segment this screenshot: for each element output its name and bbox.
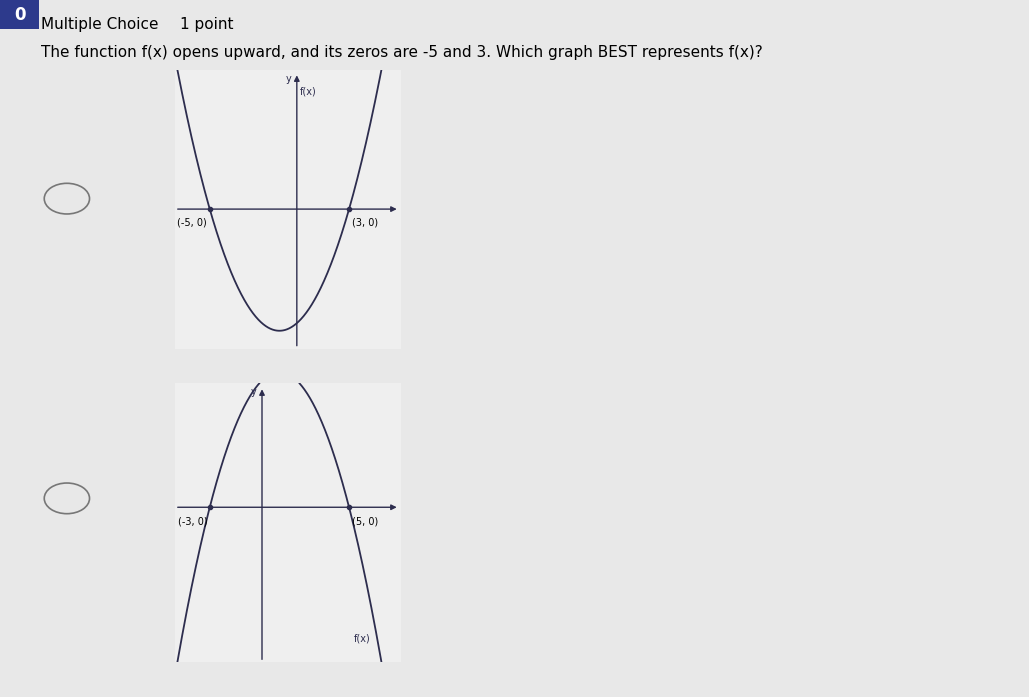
Text: The function f(x) opens upward, and its zeros are -5 and 3. Which graph BEST rep: The function f(x) opens upward, and its … [41,45,762,61]
Text: (5, 0): (5, 0) [352,516,378,526]
Text: f(x): f(x) [299,86,316,96]
Text: (-5, 0): (-5, 0) [177,217,207,227]
Text: 0: 0 [13,6,26,24]
Text: f(x): f(x) [354,634,371,643]
Text: (-3, 0): (-3, 0) [178,516,207,526]
Text: y: y [286,74,291,84]
Text: Multiple Choice: Multiple Choice [41,17,158,33]
Text: y: y [251,387,257,397]
Text: 1 point: 1 point [180,17,234,33]
Text: (3, 0): (3, 0) [352,217,378,227]
